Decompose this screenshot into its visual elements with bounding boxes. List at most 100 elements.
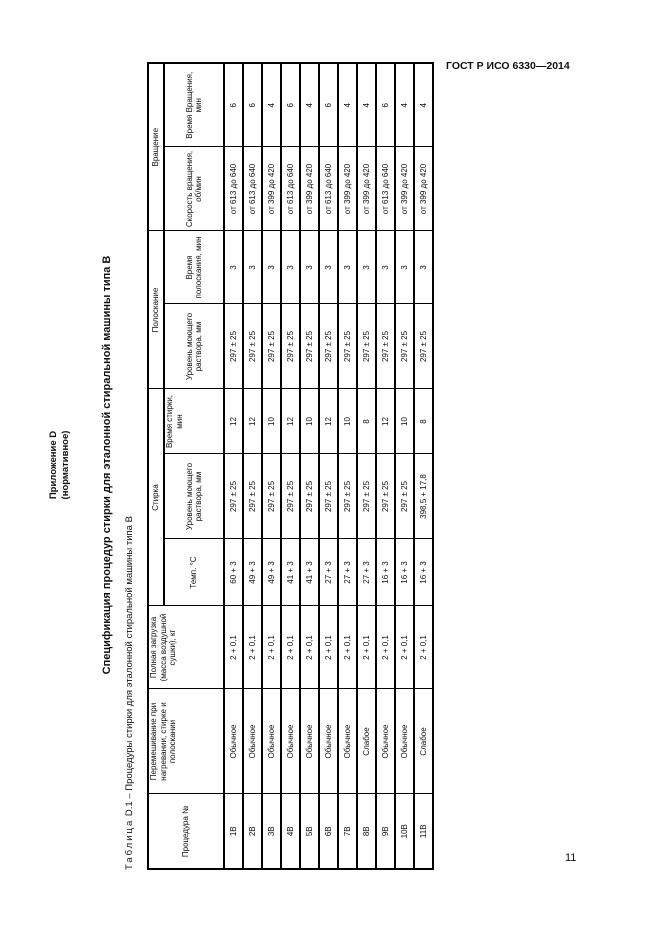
table-cell: 297 ± 25 (300, 454, 319, 539)
table-cell: 3 (376, 231, 395, 304)
table-cell: Слабое (414, 689, 433, 794)
table-cell: 4 (338, 63, 357, 147)
table-cell: 5В (300, 794, 319, 869)
table-cell: 60 + 3 (224, 539, 243, 606)
table-cell: 297 ± 25 (357, 454, 376, 539)
group-header-rinse: Полоскание (148, 231, 164, 389)
table-cell: 6 (224, 63, 243, 147)
table-cell: от 399 до 420 (414, 147, 433, 231)
column-header: Уровень моющего раствора, мм (164, 454, 224, 539)
table-cell: 3 (224, 231, 243, 304)
table-cell: 297 ± 25 (262, 304, 281, 389)
table-cell: Слабое (357, 689, 376, 794)
table-cell: 3 (243, 231, 262, 304)
table-cell: 297 ± 25 (224, 304, 243, 389)
table-cell: от 399 до 420 (395, 147, 414, 231)
table-row: 5ВОбычное2 + 0,141 + 3297 ± 2510297 ± 25… (300, 63, 319, 869)
table-cell: 2 + 0,1 (300, 606, 319, 689)
table-cell: 4 (300, 63, 319, 147)
table-row: 8ВСлабое2 + 0,127 + 3297 ± 258297 ± 253о… (357, 63, 376, 869)
table-cell: 297 ± 25 (395, 304, 414, 389)
table-cell: 6 (243, 63, 262, 147)
appendix-title: Приложение D (48, 60, 60, 870)
document-code: ГОСТ Р ИСО 6330—2014 (446, 60, 570, 72)
table-cell: 4В (281, 794, 300, 869)
table-cell: Обычное (338, 689, 357, 794)
column-header: Скорость вращения, об/мин (164, 147, 224, 231)
table-cell: 2 + 0,1 (357, 606, 376, 689)
table-cell: 297 ± 25 (376, 454, 395, 539)
table-row: 11ВСлабое2 + 0,116 + 3398,5 + 17,88297 ±… (414, 63, 433, 869)
group-header-spin: Вращение (148, 63, 164, 231)
table-cell: 6 (376, 63, 395, 147)
page-number: 11 (565, 852, 576, 864)
column-header: Уровень моющего раствора, мм (164, 304, 224, 389)
table-cell: Обычное (281, 689, 300, 794)
column-header: Перемешивание при нагревании, стирке и п… (148, 689, 224, 794)
table-cell: 8В (357, 794, 376, 869)
table-cell: 12 (376, 389, 395, 454)
table-cell: 4 (262, 63, 281, 147)
table-cell: от 399 до 420 (357, 147, 376, 231)
table-cell: 6 (319, 63, 338, 147)
table-cell: 9В (376, 794, 395, 869)
table-cell: 2 + 0,1 (414, 606, 433, 689)
table-cell: 2 + 0,1 (395, 606, 414, 689)
table-cell: 10 (300, 389, 319, 454)
table-cell: 2 + 0,1 (319, 606, 338, 689)
table-cell: от 613 до 640 (319, 147, 338, 231)
table-row: 1ВОбычное2 + 0,160 + 3297 ± 2512297 ± 25… (224, 63, 243, 869)
table-cell: от 399 до 420 (338, 147, 357, 231)
table-cell: 2 + 0,1 (376, 606, 395, 689)
table-cell: 297 ± 25 (224, 454, 243, 539)
column-header: Процедура № (148, 794, 224, 869)
table-cell: 2 + 0,1 (281, 606, 300, 689)
table-cell: 49 + 3 (262, 539, 281, 606)
table-cell: 27 + 3 (319, 539, 338, 606)
procedures-table: Процедура № Перемешивание при нагревании… (147, 62, 434, 870)
table-row: 9ВОбычное2 + 0,116 + 3297 ± 2512297 ± 25… (376, 63, 395, 869)
table-cell: 11В (414, 794, 433, 869)
table-cell: 4 (395, 63, 414, 147)
table-cell: от 399 до 420 (262, 147, 281, 231)
table-cell: 297 ± 25 (262, 454, 281, 539)
table-cell: 297 ± 25 (376, 304, 395, 389)
table-cell: 3 (300, 231, 319, 304)
table-cell: 2 + 0,1 (224, 606, 243, 689)
column-header: Время полоскания, мин (164, 231, 224, 304)
table-cell: 41 + 3 (281, 539, 300, 606)
table-cell: 297 ± 25 (243, 304, 262, 389)
table-cell: от 613 до 640 (224, 147, 243, 231)
table-cell: 49 + 3 (243, 539, 262, 606)
appendix-status: (нормативное) (60, 60, 72, 870)
table-cell: 3 (395, 231, 414, 304)
table-cell: 3 (357, 231, 376, 304)
table-cell: Обычное (376, 689, 395, 794)
section-title: Спецификация процедур стирки для эталонн… (101, 60, 113, 870)
table-cell: 2 + 0,1 (243, 606, 262, 689)
table-cell: 3 (414, 231, 433, 304)
table-cell: Обычное (243, 689, 262, 794)
table-cell: 297 ± 25 (243, 454, 262, 539)
table-cell: 7В (338, 794, 357, 869)
table-cell: 16 + 3 (395, 539, 414, 606)
table-cell: 2В (243, 794, 262, 869)
table-row: 4ВОбычное2 + 0,141 + 3297 ± 2512297 ± 25… (281, 63, 300, 869)
table-row: 2ВОбычное2 + 0,149 + 3297 ± 2512297 ± 25… (243, 63, 262, 869)
table-cell: 297 ± 25 (395, 454, 414, 539)
table-cell: 6В (319, 794, 338, 869)
table-cell: 10В (395, 794, 414, 869)
table-cell: 3В (262, 794, 281, 869)
column-header: Полная загрузка (масса воздушной сушки),… (148, 606, 224, 689)
table-cell: 12 (319, 389, 338, 454)
table-cell: 8 (414, 389, 433, 454)
table-cell: 16 + 3 (414, 539, 433, 606)
table-cell: 398,5 + 17,8 (414, 454, 433, 539)
table-cell: 10 (338, 389, 357, 454)
table-cell: Обычное (300, 689, 319, 794)
table-cell: 10 (262, 389, 281, 454)
table-cell: 4 (357, 63, 376, 147)
table-cell: 2 + 0,1 (338, 606, 357, 689)
table-cell: 1В (224, 794, 243, 869)
